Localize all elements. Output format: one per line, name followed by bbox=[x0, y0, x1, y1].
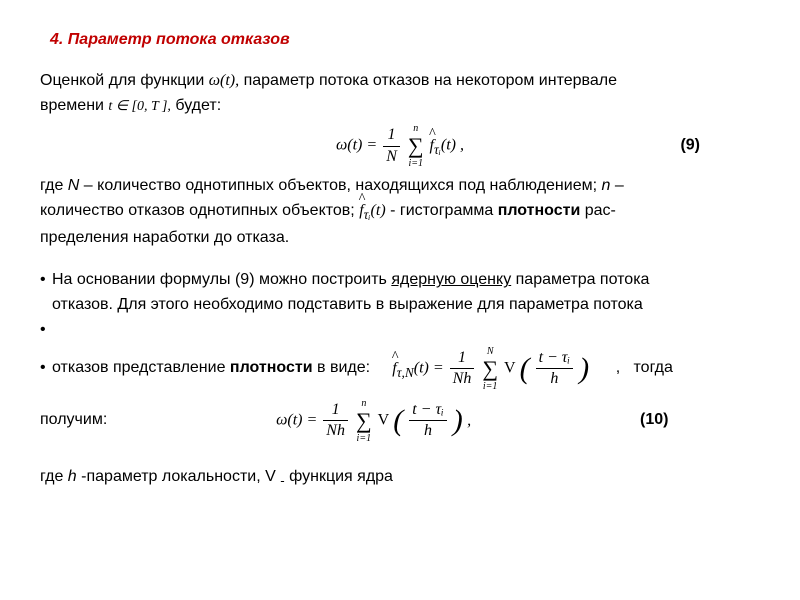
para-last: где h -параметр локальности, V - функция… bbox=[40, 467, 760, 490]
equation-10: ω(t) = 1 Nh n ∑ i=1 V ( t − τᵢ h ) bbox=[276, 397, 463, 445]
density-eq: fτ,N(t) = 1 Nh N ∑ i=1 V ( t − τᵢ h ) bbox=[392, 345, 589, 393]
bullet-1: На основании формулы (9) можно построить… bbox=[40, 270, 760, 291]
para-4: количество отказов однотипных объектов; … bbox=[40, 201, 760, 224]
eq-number-10: (10) bbox=[640, 410, 760, 431]
comma: , bbox=[460, 137, 464, 154]
t: функция ядра bbox=[285, 468, 393, 485]
para-2: времени t ∈ [0, T ], будет: bbox=[40, 96, 760, 117]
eq-number-9: (9) bbox=[680, 136, 700, 157]
N: N bbox=[68, 177, 80, 194]
t: получим: bbox=[40, 410, 107, 431]
f-hat: f bbox=[359, 201, 363, 222]
t: Оценкой для функции bbox=[40, 72, 209, 89]
t: На основании формулы (9) можно построить bbox=[52, 271, 391, 288]
arg: (t) bbox=[441, 137, 456, 154]
h: h bbox=[68, 468, 77, 485]
t: параметра потока bbox=[511, 271, 649, 288]
t: будет: bbox=[175, 97, 221, 114]
t: отказов представление плотности в виде: bbox=[52, 358, 392, 379]
sum-bot: i=1 bbox=[408, 157, 424, 170]
arg: (t) bbox=[371, 202, 386, 219]
t: - гистограмма bbox=[390, 202, 498, 219]
t: где bbox=[40, 177, 68, 194]
t: времени bbox=[40, 97, 104, 114]
t: , тогда bbox=[589, 358, 673, 379]
omega-t: ω(t), bbox=[209, 72, 239, 89]
sum-icon: n ∑ i=1 bbox=[408, 122, 424, 170]
t: рас- bbox=[580, 202, 616, 219]
para-3: где N – количество однотипных объектов, … bbox=[40, 176, 760, 197]
frac-1-N: 1 N bbox=[383, 125, 400, 168]
t: параметр потока отказов на некотором инт… bbox=[244, 72, 617, 89]
bullet-1b: отказов. Для этого необходимо подставить… bbox=[40, 295, 760, 316]
kernel-est: ядерную оценку bbox=[391, 271, 511, 288]
num: 1 bbox=[383, 125, 400, 147]
interval: t ∈ [0, T ], bbox=[108, 99, 171, 114]
comma: , bbox=[467, 412, 471, 429]
t: количество отказов однотипных объектов; bbox=[40, 202, 359, 219]
equation-9: ω(t) = 1 N n ∑ i=1 fτᵢ(t) , (9) bbox=[40, 122, 760, 170]
t: – количество однотипных объектов, находя… bbox=[79, 177, 601, 194]
f-hat: f bbox=[430, 136, 434, 157]
bullet-empty bbox=[40, 320, 760, 341]
t: – bbox=[610, 177, 623, 194]
t: -параметр локальности, V bbox=[77, 468, 281, 485]
t: ω(t) = bbox=[336, 137, 377, 154]
para-1: Оценкой для функции ω(t), параметр поток… bbox=[40, 71, 760, 92]
bold: плотности bbox=[498, 202, 581, 219]
t: где bbox=[40, 468, 68, 485]
section-heading: 4. Параметр потока отказов bbox=[40, 30, 760, 51]
para-5: пределения наработки до отказа. bbox=[40, 228, 760, 249]
bullet-3: отказов представление плотности в виде: … bbox=[40, 345, 760, 393]
den: N bbox=[383, 147, 400, 168]
sub: τᵢ bbox=[434, 142, 441, 157]
sub: τᵢ bbox=[364, 207, 371, 222]
para-result: получим: ω(t) = 1 Nh n ∑ i=1 V ( t − τᵢ … bbox=[40, 397, 760, 445]
